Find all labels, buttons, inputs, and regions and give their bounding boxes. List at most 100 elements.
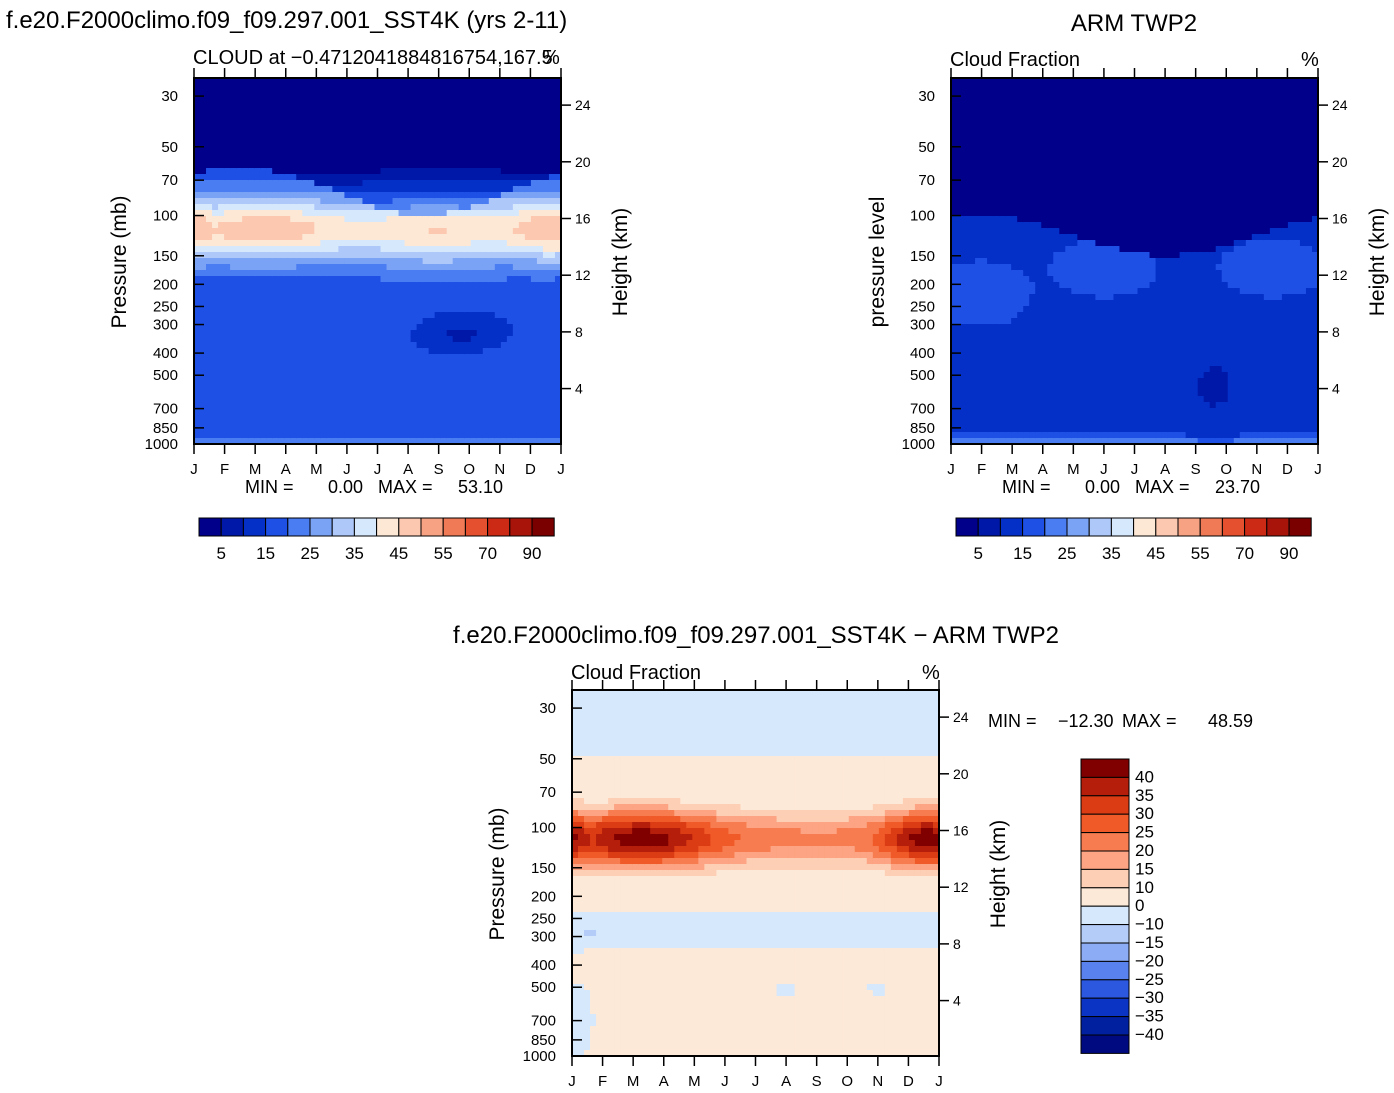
contour-cell bbox=[542, 246, 550, 253]
contour-cell bbox=[212, 426, 219, 433]
contour-cell bbox=[392, 234, 400, 241]
contour-cell bbox=[422, 78, 430, 85]
contour-cell bbox=[1035, 114, 1042, 121]
contour-cell bbox=[308, 174, 315, 181]
contour-cell bbox=[410, 432, 418, 439]
contour-cell bbox=[332, 396, 339, 403]
contour-cell bbox=[350, 384, 358, 391]
contour-cell bbox=[1035, 228, 1042, 235]
contour-cell bbox=[1053, 144, 1060, 151]
contour-cell bbox=[386, 108, 394, 115]
contour-cell bbox=[284, 288, 291, 295]
contour-cell bbox=[362, 216, 370, 223]
contour-cell bbox=[452, 318, 460, 325]
contour-cell bbox=[1041, 174, 1048, 181]
contour-cell bbox=[320, 408, 327, 415]
contour-cell bbox=[398, 330, 406, 337]
contour-cell bbox=[470, 330, 478, 337]
contour-cell bbox=[554, 168, 561, 175]
contour-cell bbox=[278, 114, 285, 121]
contour-cell bbox=[1005, 108, 1012, 115]
contour-cell bbox=[434, 102, 442, 109]
contour-cell bbox=[446, 216, 454, 223]
contour-cell bbox=[969, 420, 976, 427]
contour-cell bbox=[975, 264, 982, 271]
contour-cell bbox=[957, 216, 964, 223]
contour-cell bbox=[338, 162, 346, 169]
contour-cell bbox=[1047, 402, 1054, 409]
contour-cell bbox=[476, 324, 484, 331]
contour-cell bbox=[512, 420, 520, 427]
contour-cell bbox=[404, 300, 412, 307]
contour-cell bbox=[518, 204, 526, 211]
contour-cell bbox=[200, 84, 207, 91]
contour-cell bbox=[464, 210, 472, 217]
contour-cell bbox=[440, 138, 448, 145]
contour-cell bbox=[254, 282, 261, 289]
contour-cell bbox=[326, 90, 333, 97]
contour-cell bbox=[266, 270, 273, 277]
contour-cell bbox=[999, 312, 1006, 319]
contour-cell bbox=[1017, 132, 1024, 139]
contour-cell bbox=[380, 150, 388, 157]
contour-cell bbox=[536, 324, 544, 331]
contour-cell bbox=[951, 204, 958, 211]
x-tick-label: N bbox=[494, 461, 505, 478]
contour-cell bbox=[368, 420, 376, 427]
contour-cell bbox=[975, 156, 982, 163]
contour-cell bbox=[350, 420, 358, 427]
contour-cell bbox=[380, 408, 388, 415]
contour-cell bbox=[422, 144, 430, 151]
contour-cell bbox=[404, 312, 412, 319]
contour-cell bbox=[1041, 270, 1048, 277]
contour-cell bbox=[536, 384, 544, 391]
contour-cell bbox=[470, 408, 478, 415]
contour-cell bbox=[224, 126, 231, 133]
contour-cell bbox=[380, 78, 388, 85]
contour-cell bbox=[218, 258, 225, 265]
contour-cell bbox=[224, 402, 231, 409]
contour-cell bbox=[266, 390, 273, 397]
contour-cell bbox=[332, 90, 339, 97]
contour-cell bbox=[254, 438, 261, 444]
contour-cell bbox=[218, 234, 225, 241]
contour-cell bbox=[1023, 258, 1030, 265]
contour-cell bbox=[446, 174, 454, 181]
contour-cell bbox=[987, 282, 994, 289]
contour-cell bbox=[440, 384, 448, 391]
contour-cell bbox=[272, 96, 279, 103]
contour-cell bbox=[548, 192, 556, 199]
contour-cell bbox=[338, 282, 346, 289]
contour-cell bbox=[969, 210, 976, 217]
contour-cell bbox=[1005, 222, 1012, 229]
contour-cell bbox=[957, 348, 964, 355]
contour-cell bbox=[326, 408, 333, 415]
contour-cell bbox=[1041, 432, 1048, 439]
contour-cell bbox=[302, 126, 309, 133]
contour-cell bbox=[194, 348, 201, 355]
contour-cell bbox=[1059, 288, 1066, 295]
contour-cell bbox=[542, 168, 550, 175]
contour-cell bbox=[458, 180, 466, 187]
contour-cell bbox=[320, 252, 327, 259]
contour-cell bbox=[380, 108, 388, 115]
contour-cell bbox=[194, 336, 201, 343]
contour-cell bbox=[524, 222, 532, 229]
contour-cell bbox=[230, 408, 237, 415]
contour-cell bbox=[494, 276, 502, 283]
contour-cell bbox=[987, 438, 994, 444]
contour-cell bbox=[518, 354, 526, 361]
contour-cell bbox=[290, 234, 297, 241]
contour-cell bbox=[380, 204, 388, 211]
contour-cell bbox=[380, 168, 388, 175]
contour-cell bbox=[1017, 354, 1024, 361]
contour-cell bbox=[969, 192, 976, 199]
contour-cell bbox=[380, 126, 388, 133]
contour-cell bbox=[380, 288, 388, 295]
contour-cell bbox=[206, 432, 213, 439]
contour-cell bbox=[410, 354, 418, 361]
contour-cell bbox=[1059, 90, 1066, 97]
contour-cell bbox=[350, 198, 358, 205]
contour-cell bbox=[338, 318, 346, 325]
contour-cell bbox=[554, 312, 561, 319]
